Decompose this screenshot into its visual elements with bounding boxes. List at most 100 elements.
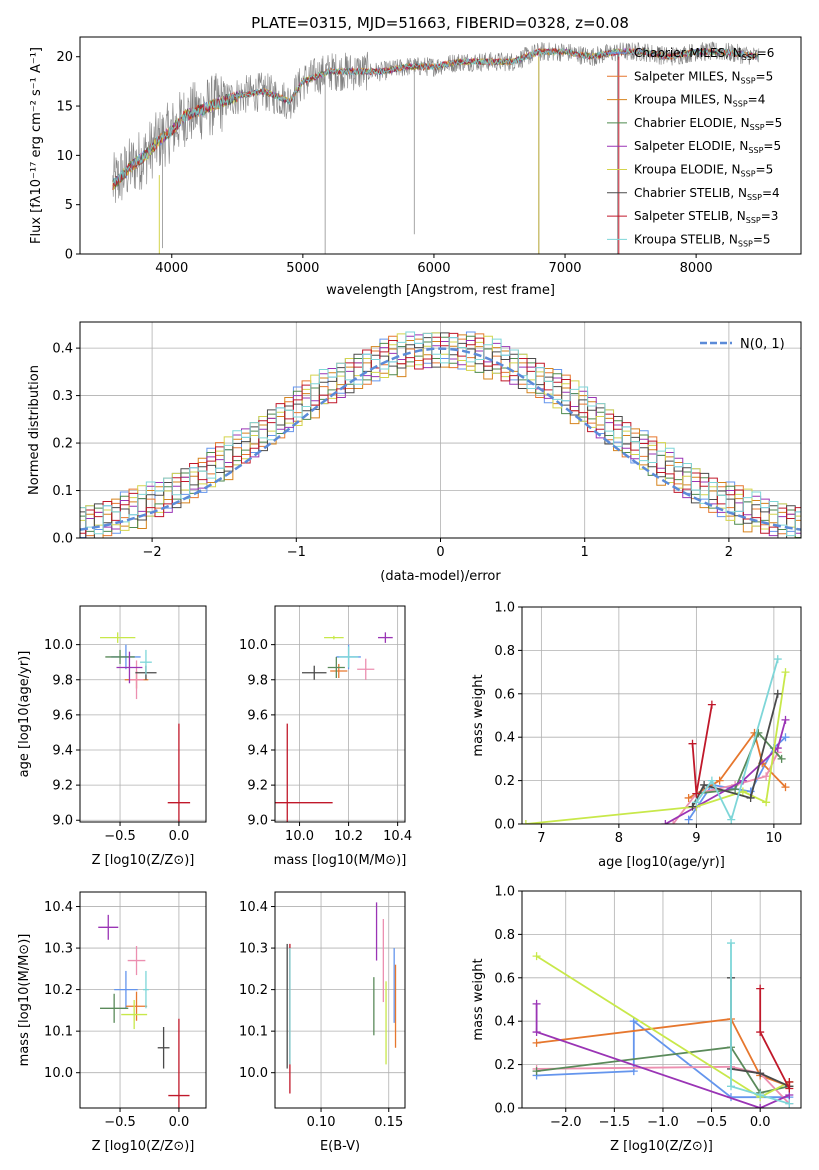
- x-axis-label: Z [log10(Z/Z⊙)]: [610, 1139, 713, 1154]
- weight-marker: [532, 1028, 541, 1037]
- plot-area: [275, 632, 393, 822]
- y-axis-label: age [log10(age/yr)]: [17, 651, 32, 778]
- x-axis-label: wavelength [Angstrom, rest frame]: [326, 283, 555, 298]
- x-axis-label: (data-model)/error: [380, 569, 501, 584]
- y-axis-label: Normed distribution: [27, 365, 42, 495]
- plot-area: [112, 41, 760, 254]
- x-tick-label: −1.5: [599, 1115, 631, 1130]
- x-axis-label: E(B-V): [320, 1139, 360, 1154]
- y-tick-label: 10.4: [44, 900, 73, 915]
- residual-histogram-panel: −2 −1 0 1 2 0.0 0.1 0.2 0.3 0.4 (data-model)/error…: [27, 321, 802, 584]
- y-tick-label: 15: [56, 100, 73, 115]
- weight-marker: [756, 1104, 765, 1108]
- weight-line: [536, 1018, 790, 1088]
- y-tick-label: 0.1: [52, 484, 73, 499]
- y-tick-label: 0.2: [494, 774, 515, 789]
- y-tick-label: 9.8: [52, 673, 73, 688]
- x-tick-label: 0.0: [169, 829, 190, 844]
- weight-marker: [532, 1067, 541, 1076]
- weight-marker: [532, 952, 541, 961]
- weight-marker: [684, 793, 693, 802]
- plot-frame: [79, 891, 207, 1109]
- x-axis-label: mass [log10(M/M⊙)]: [274, 853, 407, 868]
- legend-entry: Chabrier ELODIE, NSSP=5: [634, 116, 782, 132]
- legend-entry: Kroupa MILES, NSSP=4: [634, 93, 765, 109]
- x-axis-label: Z [log10(Z/Z⊙)]: [92, 1139, 195, 1154]
- histogram-step: [80, 331, 801, 537]
- weight-marker: [773, 655, 782, 664]
- y-tick-label: 10.0: [44, 1066, 73, 1081]
- legend-entry: Kroupa STELIB, NSSP=5: [634, 232, 771, 248]
- y-tick-label: 0.2: [52, 437, 73, 452]
- weight-marker: [762, 798, 771, 807]
- plot-frame: [79, 605, 207, 823]
- legend-entry: N(0, 1): [740, 337, 785, 352]
- y-tick-label: 9.4: [52, 744, 73, 759]
- y-tick-label: 10.1: [44, 1025, 73, 1040]
- y-tick-label: 1.0: [494, 885, 515, 900]
- x-tick-label: −2: [143, 545, 162, 560]
- y-tick-label: 9.2: [247, 779, 268, 794]
- x-tick-label: 7: [537, 831, 545, 846]
- weight-marker: [707, 700, 716, 709]
- y-axis-label: mass [log10(M/M⊙)]: [17, 934, 32, 1067]
- mass-vs-ebv-panel: 0.10 0.15 10.0 10.1 10.2 10.3 10.4 E(B-V): [239, 891, 406, 1154]
- mass-weight-vs-metallicity-panel: −2.0 −1.5 −1.0 −0.5 0.0 0.0 0.2 0.4 0.6 0.8 1.0 Z […: [471, 885, 802, 1154]
- y-tick-label: 0.2: [494, 1058, 515, 1073]
- weight-line: [687, 736, 787, 821]
- age-vs-metallicity-panel: −0.5 0.0 9.0 9.2 9.4 9.6 9.8 10.0 Z [log10(Z/Z⊙)…: [17, 605, 207, 868]
- weight-marker: [746, 793, 755, 802]
- y-tick-label: 10.1: [239, 1025, 268, 1040]
- y-tick-label: 1.0: [494, 601, 515, 616]
- y-tick-label: 9.2: [52, 779, 73, 794]
- weight-marker: [522, 820, 530, 824]
- y-tick-label: 10: [56, 149, 73, 164]
- x-tick-label: 10.0: [285, 829, 314, 844]
- legend-entry: Salpeter MILES, NSSP=5: [634, 69, 773, 85]
- y-tick-label: 10.0: [239, 1066, 268, 1081]
- weight-line: [535, 1003, 790, 1108]
- x-tick-label: 2: [725, 545, 733, 560]
- x-tick-label: 8000: [680, 261, 713, 276]
- y-tick-label: 5: [65, 198, 73, 213]
- x-tick-label: −2.0: [550, 1115, 582, 1130]
- y-tick-label: 0.4: [52, 342, 73, 357]
- weight-marker: [773, 689, 782, 698]
- weight-marker: [781, 715, 790, 724]
- plot-area: [98, 914, 190, 1108]
- plot-area: [100, 632, 191, 822]
- plot-area: [80, 331, 801, 538]
- plot-frame: [274, 891, 406, 1109]
- weight-marker: [762, 772, 771, 781]
- weight-marker: [777, 754, 786, 763]
- y-tick-label: 9.0: [247, 814, 268, 829]
- weight-marker: [532, 1038, 541, 1047]
- weight-marker: [707, 776, 716, 785]
- y-tick-label: 10.2: [239, 983, 268, 998]
- x-tick-label: 8: [615, 831, 623, 846]
- weight-marker: [692, 798, 701, 807]
- weight-line: [730, 943, 790, 1105]
- plot-frame: [521, 606, 802, 825]
- x-axis-label: age [log10(age/yr)]: [598, 855, 725, 870]
- legend-entry: Salpeter ELODIE, NSSP=5: [634, 139, 781, 155]
- weight-line: [696, 731, 783, 795]
- y-tick-label: 9.0: [52, 814, 73, 829]
- weight-marker: [785, 1099, 794, 1108]
- y-tick-label: 10.0: [239, 638, 268, 653]
- x-tick-label: 1: [581, 545, 589, 560]
- y-tick-label: 9.4: [247, 744, 268, 759]
- plot-area: [286, 902, 397, 1094]
- x-tick-label: 0.0: [750, 1115, 771, 1130]
- weight-line: [695, 658, 779, 823]
- plot-area: [532, 939, 794, 1108]
- y-tick-label: 0: [65, 248, 73, 263]
- x-tick-label: 4000: [155, 261, 188, 276]
- x-tick-label: −0.5: [104, 1115, 136, 1130]
- x-tick-label: 0: [436, 545, 444, 560]
- x-tick-label: 10.4: [383, 829, 412, 844]
- x-tick-label: 9: [692, 831, 700, 846]
- weight-marker: [781, 783, 790, 792]
- weight-marker: [688, 739, 697, 748]
